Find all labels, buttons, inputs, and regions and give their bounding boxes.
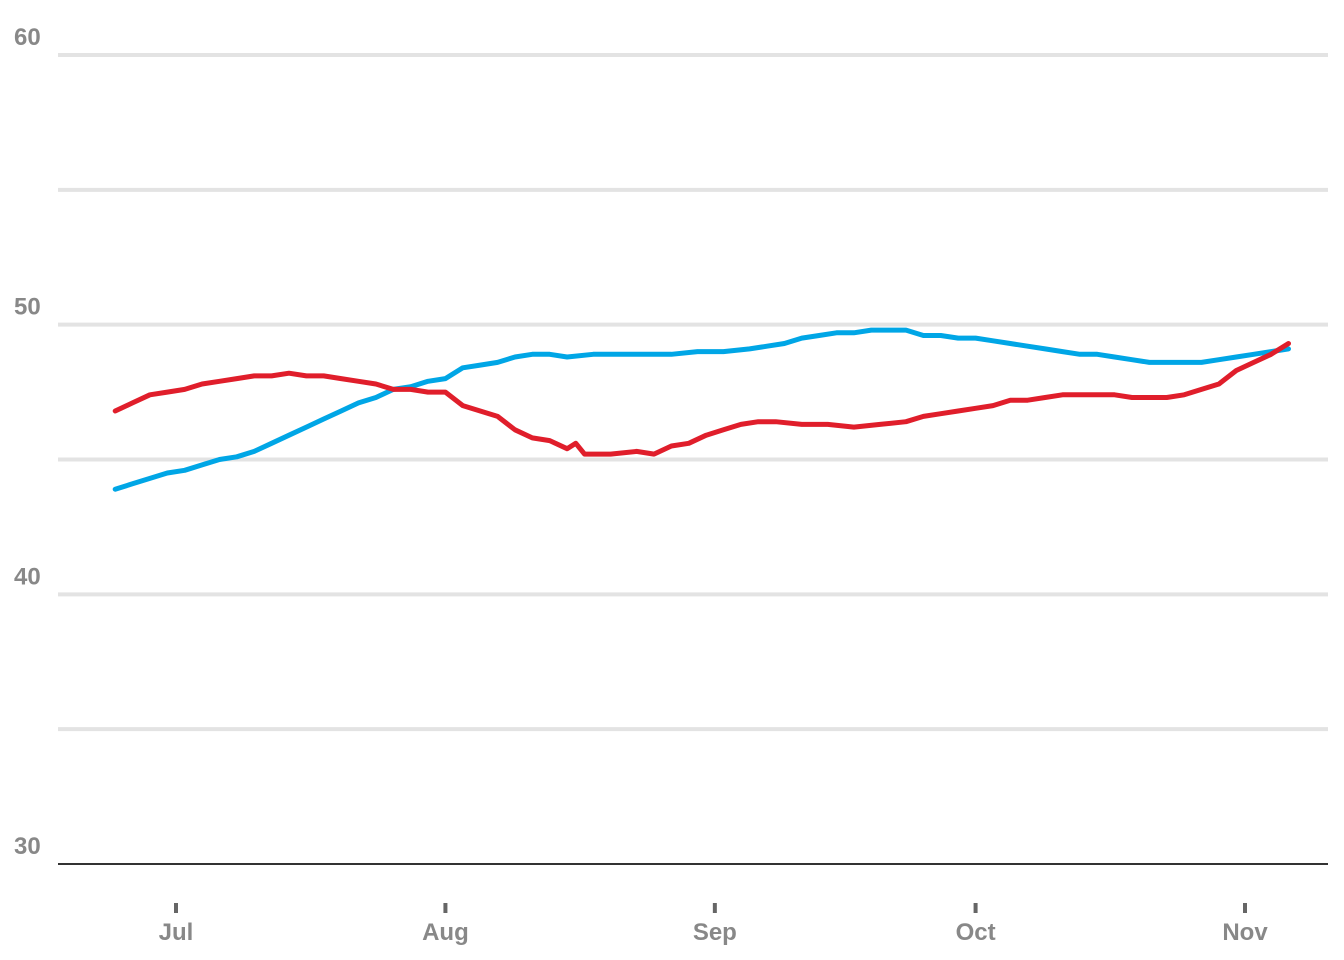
y-tick-label: 50 [14,294,41,321]
x-tick-label: Sep [693,919,737,946]
y-tick-label: 60 [14,24,41,51]
y-tick-label: 30 [14,833,41,860]
series-lines [112,327,1291,492]
y-axis-tick-labels: 60 50 40 30 [14,24,41,860]
y-tick-label: 40 [14,563,41,590]
series-line-2 [112,341,1291,457]
x-tick-label: Jul [159,919,194,946]
y-gridlines [58,53,1328,732]
series-line-1 [112,327,1291,492]
x-tick-label: Aug [422,919,469,946]
x-axis: Jul Aug Sep Oct Nov [159,903,1268,946]
x-tick-label: Nov [1222,919,1268,946]
x-tick-label: Oct [956,919,996,946]
